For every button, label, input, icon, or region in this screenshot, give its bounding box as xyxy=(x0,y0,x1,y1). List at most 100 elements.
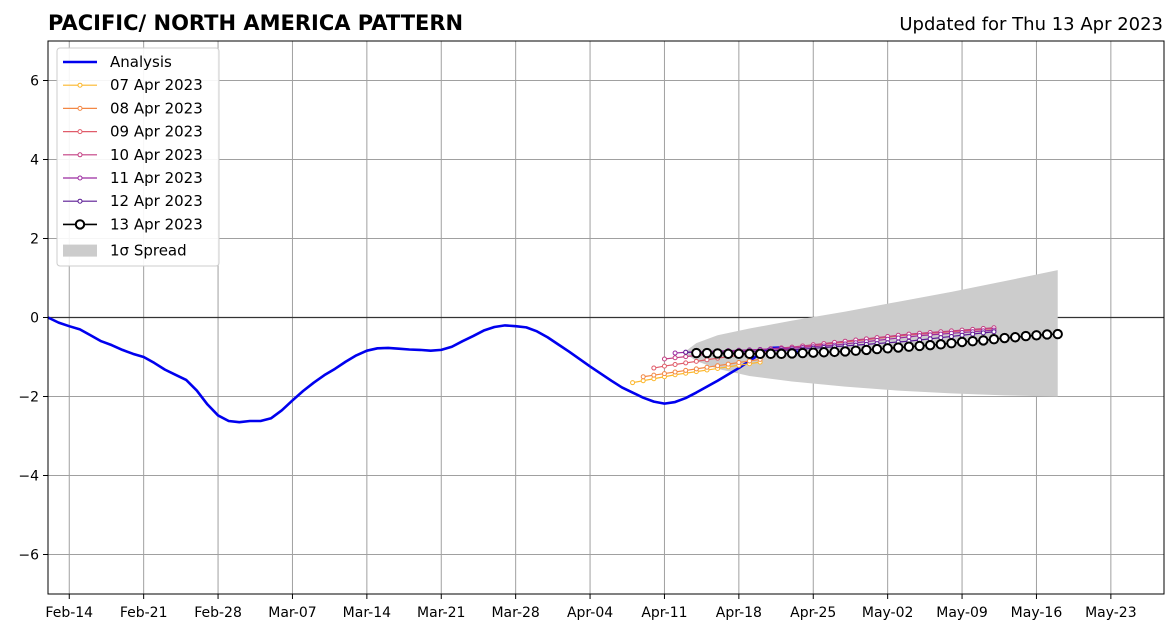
x-tick-label: Feb-28 xyxy=(194,605,242,621)
x-tick-label: Mar-14 xyxy=(343,605,391,621)
legend-label: Analysis xyxy=(110,53,172,71)
x-tick-label: Feb-14 xyxy=(45,605,93,621)
forecast-point xyxy=(701,347,713,359)
forecast-point xyxy=(683,360,689,366)
forecast-point xyxy=(754,348,766,360)
forecast-point xyxy=(746,358,752,364)
forecast-point xyxy=(906,334,912,340)
forecast-point xyxy=(715,363,721,369)
x-tick-label: Apr-04 xyxy=(567,605,613,621)
forecast-point xyxy=(693,358,699,364)
forecast-point xyxy=(776,348,787,360)
forecast-point xyxy=(861,344,872,356)
legend-marker xyxy=(74,219,86,230)
chart-subtitle: Updated for Thu 13 Apr 2023 xyxy=(899,14,1163,35)
forecast-point xyxy=(927,332,933,338)
x-tick-label: May-16 xyxy=(1011,605,1063,621)
forecast-point xyxy=(725,361,731,367)
forecast-point xyxy=(946,337,957,349)
x-tick-label: Mar-28 xyxy=(491,605,539,621)
legend-label: 10 Apr 2023 xyxy=(110,146,203,164)
forecast-point xyxy=(978,335,989,346)
forecast-point xyxy=(630,380,636,386)
forecast-point xyxy=(683,349,689,355)
legend-label: 07 Apr 2023 xyxy=(110,76,203,94)
legend-label: 1σ Spread xyxy=(110,242,187,260)
forecast-point xyxy=(1041,329,1053,340)
forecast-point xyxy=(829,346,840,358)
forecast-point xyxy=(970,331,976,337)
forecast-point xyxy=(765,348,776,360)
legend-swatch xyxy=(63,244,97,257)
analysis-line xyxy=(47,316,803,424)
forecast-point xyxy=(903,341,915,352)
forecast-point xyxy=(924,339,936,351)
forecast-point xyxy=(808,347,819,358)
forecast-point xyxy=(1052,328,1063,340)
forecast-point xyxy=(744,348,755,360)
forecast-point xyxy=(893,342,904,353)
x-tick-label: Feb-21 xyxy=(120,605,168,621)
legend-marker xyxy=(77,129,83,135)
forecast-point xyxy=(683,354,689,360)
forecast-point xyxy=(661,363,667,369)
plot-area: Feb-14 Feb-21 Feb-28 Mar-07 Mar-14 Mar-21 Mar-… xyxy=(18,40,1165,621)
forecast-point xyxy=(797,347,808,359)
x-tick-label: Apr-25 xyxy=(790,605,836,621)
legend-label: 13 Apr 2023 xyxy=(110,215,203,233)
forecast-point xyxy=(917,333,923,339)
forecast-point xyxy=(980,330,986,336)
legend-marker xyxy=(77,82,83,88)
forecast-point xyxy=(818,347,830,358)
forecast-point xyxy=(672,355,678,361)
forecast-point xyxy=(967,336,978,347)
forecast-point xyxy=(850,345,861,356)
forecast-point xyxy=(736,360,742,366)
forecast-point xyxy=(651,365,657,371)
x-tick-label: Apr-18 xyxy=(716,605,762,621)
legend-marker xyxy=(77,198,83,204)
forecast-point xyxy=(672,362,678,368)
x-tick-label: May-09 xyxy=(936,605,988,621)
forecast-point xyxy=(895,335,901,341)
x-tick-label: May-02 xyxy=(862,605,914,621)
legend-label: 11 Apr 2023 xyxy=(110,169,203,187)
y-tick-label: 4 xyxy=(30,153,39,169)
x-tick-label: Mar-07 xyxy=(268,605,316,621)
x-tick-label: May-23 xyxy=(1085,605,1137,621)
forecast-point xyxy=(956,336,968,348)
forecast-point xyxy=(661,356,667,362)
legend-label: 09 Apr 2023 xyxy=(110,123,203,141)
forecast-point xyxy=(786,348,798,359)
forecast-point xyxy=(672,350,678,356)
legend-label: 12 Apr 2023 xyxy=(110,192,203,210)
legend-label: 08 Apr 2023 xyxy=(110,99,203,117)
forecast-point xyxy=(839,346,851,357)
forecast-point xyxy=(723,348,734,360)
forecast-point xyxy=(712,348,723,359)
y-tick-label: −4 xyxy=(18,469,39,485)
forecast-point xyxy=(640,378,646,384)
forecast-point xyxy=(935,339,946,350)
y-tick-label: 0 xyxy=(30,311,39,327)
x-tick-label: Mar-21 xyxy=(417,605,465,621)
forecast-point xyxy=(999,332,1010,344)
forecast-point xyxy=(640,374,646,380)
legend-marker xyxy=(77,152,83,158)
y-tick-label: −6 xyxy=(18,548,39,564)
forecast-point xyxy=(988,334,1000,345)
spread-area xyxy=(685,270,1058,397)
forecast-point xyxy=(882,343,893,354)
y-tick-label: 2 xyxy=(30,232,39,248)
legend-box xyxy=(56,47,220,267)
forecast-point xyxy=(704,357,710,363)
forecast-point xyxy=(651,372,657,378)
forecast-point xyxy=(959,332,965,338)
forecast-point xyxy=(691,347,702,359)
forecast-point xyxy=(1031,330,1042,341)
forecast-point xyxy=(733,348,745,360)
y-tick-label: 6 xyxy=(30,74,39,90)
forecast-point xyxy=(914,340,925,352)
forecast-point xyxy=(1010,332,1021,343)
